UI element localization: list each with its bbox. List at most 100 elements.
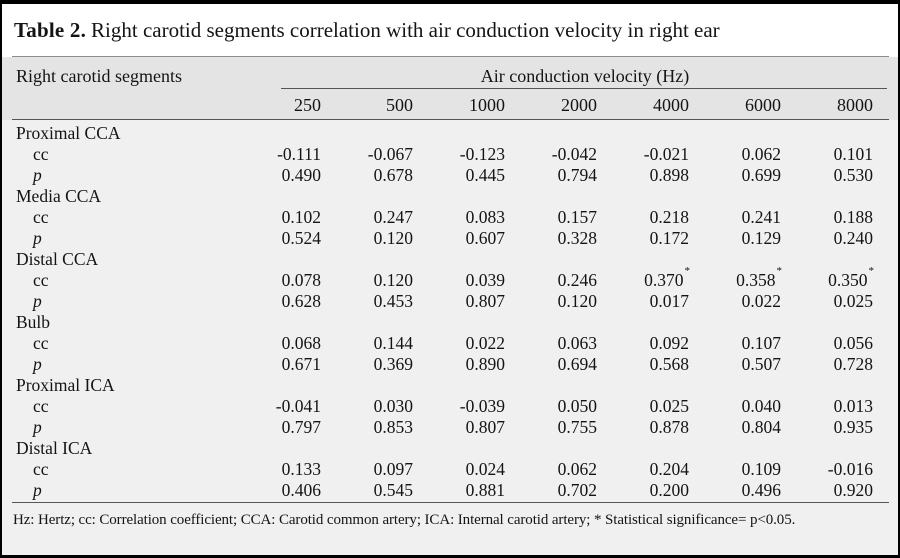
value-cell: 0.050: [557, 396, 597, 416]
stat-label-p: p: [33, 165, 42, 185]
value-cell: -0.067: [367, 144, 413, 164]
value-cell: 0.755: [557, 417, 597, 437]
cc-row: cc -0.041 0.030 -0.039 0.050 0.025 0.040 0.013: [13, 396, 887, 417]
header-row-top: Right carotid segments Air conduction ve…: [13, 57, 887, 89]
segment-group-row: Bulb: [13, 312, 887, 333]
value-cell: 0.133: [281, 459, 321, 479]
value-cell: 0.022: [465, 333, 505, 353]
p-row: p 0.524 0.120 0.607 0.328 0.172 0.129 0.240: [13, 228, 887, 249]
frequency-header-500: 500: [386, 95, 413, 115]
stat-label-p: p: [33, 480, 42, 500]
value-cell: 0.172: [649, 228, 689, 248]
p-row: p 0.797 0.853 0.807 0.755 0.878 0.804 0.935: [13, 417, 887, 438]
value-cell: 0.078: [281, 270, 321, 290]
value-cell: 0.062: [741, 144, 781, 164]
value-cell: 0.490: [281, 165, 321, 185]
value-cell: 0.445: [465, 165, 505, 185]
value-cell: 0.129: [741, 228, 781, 248]
frequency-header-8000: 8000: [837, 95, 873, 115]
segment-label: Proximal ICA: [16, 375, 115, 395]
value-cell: 0.218: [649, 207, 689, 227]
cc-row: cc -0.111 -0.067 -0.123 -0.042 -0.021 0.062 0.1…: [13, 144, 887, 165]
value-cell: 0.807: [465, 291, 505, 311]
table-caption-text: Right carotid segments correlation with …: [91, 18, 720, 42]
value-cell: 0.350*: [795, 266, 887, 291]
p-row: p 0.406 0.545 0.881 0.702 0.200 0.496 0.920: [13, 480, 887, 501]
segment-group-row: Proximal ICA: [13, 375, 887, 396]
segment-group-row: Proximal CCA: [13, 123, 887, 144]
value-text: 0.358: [736, 270, 776, 290]
value-cell: 0.188: [833, 207, 873, 227]
value-cell: 0.107: [741, 333, 781, 353]
value-cell: -0.021: [643, 144, 689, 164]
value-cell: 0.628: [281, 291, 321, 311]
segment-group-row: Distal CCA: [13, 249, 887, 270]
stat-label-cc: cc: [33, 207, 49, 227]
frequency-header-4000: 4000: [653, 95, 689, 115]
frequency-header-6000: 6000: [745, 95, 781, 115]
value-cell: 0.496: [741, 480, 781, 500]
value-cell: 0.030: [373, 396, 413, 416]
value-cell: 0.247: [373, 207, 413, 227]
p-row: p 0.628 0.453 0.807 0.120 0.017 0.022 0.025: [13, 291, 887, 312]
significance-asterisk: *: [868, 265, 875, 278]
stat-label-p: p: [33, 417, 42, 437]
cc-row: cc 0.068 0.144 0.022 0.063 0.092 0.107 0.056: [13, 333, 887, 354]
value-cell: 0.702: [557, 480, 597, 500]
value-cell: 0.853: [373, 417, 413, 437]
stat-label-p: p: [33, 228, 42, 248]
value-cell: 0.524: [281, 228, 321, 248]
value-cell: 0.530: [833, 165, 873, 185]
value-cell: 0.881: [465, 480, 505, 500]
value-cell: 0.671: [281, 354, 321, 374]
cc-row: cc 0.133 0.097 0.024 0.062 0.204 0.109 -0.016: [13, 459, 887, 480]
segment-label: Distal ICA: [16, 438, 93, 458]
value-cell: 0.807: [465, 417, 505, 437]
segment-label: Proximal CCA: [16, 123, 121, 143]
value-cell: 0.025: [649, 396, 689, 416]
value-cell: 0.607: [465, 228, 505, 248]
value-cell: 0.694: [557, 354, 597, 374]
cc-row: cc 0.102 0.247 0.083 0.157 0.218 0.241 0.188: [13, 207, 887, 228]
value-cell: 0.804: [741, 417, 781, 437]
value-cell: 0.120: [373, 228, 413, 248]
value-cell: 0.898: [649, 165, 689, 185]
value-cell: 0.056: [833, 333, 873, 353]
value-cell: 0.200: [649, 480, 689, 500]
segment-group-row: Distal ICA: [13, 438, 887, 459]
frequency-row: 250 500 1000 2000 4000 6000 8000: [13, 89, 887, 121]
segment-group-row: Media CCA: [13, 186, 887, 207]
value-cell: 0.040: [741, 396, 781, 416]
value-cell: 0.369: [373, 354, 413, 374]
stat-label-p: p: [33, 354, 42, 374]
table-header-section: Right carotid segments Air conduction ve…: [2, 57, 898, 120]
frequency-header-2000: 2000: [561, 95, 597, 115]
value-cell: 0.678: [373, 165, 413, 185]
table-caption: Table 2. Right carotid segments correlati…: [2, 4, 898, 57]
value-cell: 0.102: [281, 207, 321, 227]
table-body-section: Proximal CCA cc -0.111 -0.067 -0.123 -0.042 -0…: [2, 120, 898, 503]
value-cell: -0.111: [277, 144, 321, 164]
p-row: p 0.671 0.369 0.890 0.694 0.568 0.507 0.728: [13, 354, 887, 375]
segments-column-header: Right carotid segments: [16, 66, 182, 86]
value-cell: 0.370*: [611, 266, 703, 291]
value-cell: 0.728: [833, 354, 873, 374]
value-text: 0.370: [644, 270, 684, 290]
value-cell: 0.453: [373, 291, 413, 311]
value-cell: 0.097: [373, 459, 413, 479]
value-cell: 0.120: [373, 270, 413, 290]
value-cell: 0.101: [833, 144, 873, 164]
value-cell: 0.878: [649, 417, 689, 437]
value-cell: 0.358*: [703, 266, 795, 291]
value-cell: 0.241: [741, 207, 781, 227]
segment-label: Media CCA: [16, 186, 102, 206]
value-cell: 0.507: [741, 354, 781, 374]
value-cell: 0.062: [557, 459, 597, 479]
significance-asterisk: *: [684, 265, 691, 278]
segment-label: Distal CCA: [16, 249, 99, 269]
value-cell: 0.092: [649, 333, 689, 353]
value-cell: 0.568: [649, 354, 689, 374]
air-conduction-header: Air conduction velocity (Hz): [243, 57, 887, 89]
value-cell: 0.083: [465, 207, 505, 227]
